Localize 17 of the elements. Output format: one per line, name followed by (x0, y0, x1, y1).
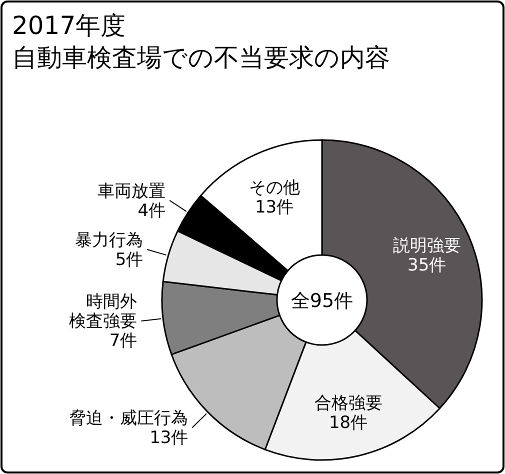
data-label: 13件 (150, 428, 188, 448)
data-label: 7件 (109, 331, 138, 352)
slice-label: 説明強要 (392, 236, 461, 256)
data-label: 35件 (408, 256, 446, 276)
data-label: 4件 (138, 201, 166, 222)
chart-title: 2017年度 (12, 11, 126, 40)
slice-label: その他 (248, 178, 300, 198)
chart-subtitle: 自動車検査場での不当要求の内容 (12, 43, 390, 72)
slice-label: 時間外検査強要 (69, 292, 138, 332)
data-label: 13件 (254, 197, 294, 218)
slice-label: 車両放置 (98, 181, 166, 202)
slice-label: 暴力行為 (75, 230, 144, 251)
data-label: 5件 (115, 250, 144, 270)
slice-label: 脅迫・威圧行為 (69, 408, 188, 429)
slice-label: 合格強要 (314, 393, 382, 414)
data-label: 18件 (328, 412, 368, 433)
text: 全95件 (290, 290, 354, 312)
